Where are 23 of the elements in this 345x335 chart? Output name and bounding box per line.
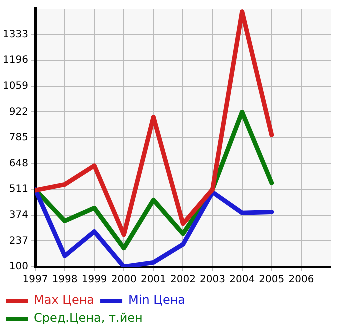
x-tick-label: 2004 [230,274,256,286]
y-tick-label: 374 [9,210,28,221]
x-tick-label: 2003 [200,274,226,286]
x-tick-label: 2000 [111,274,137,286]
x-tick-label: 2006 [288,274,314,286]
x-tick-label: 1997 [22,274,48,286]
x-tick-label: 2001 [140,274,166,286]
legend-label: Сред.Цена, т.йен [34,311,143,326]
y-tick-label: 785 [9,132,28,144]
legend-label: Max Цена [34,293,95,308]
y-tick-label: 922 [9,106,28,118]
y-tick-label: 1333 [2,29,28,40]
x-tick-label: 2002 [170,274,196,286]
y-tick-label: 648 [9,158,28,170]
x-tick-label: 2005 [259,274,285,286]
y-tick-label: 1059 [2,80,28,92]
y-tick-label: 1196 [2,55,28,66]
y-tick-label: 100 [9,262,28,273]
x-tick-label: 1999 [82,274,108,286]
x-tick-label: 1998 [52,274,78,286]
y-tick-label: 237 [9,236,28,247]
y-tick-label: 511 [9,184,28,196]
legend-label: Min Цена [128,293,186,308]
